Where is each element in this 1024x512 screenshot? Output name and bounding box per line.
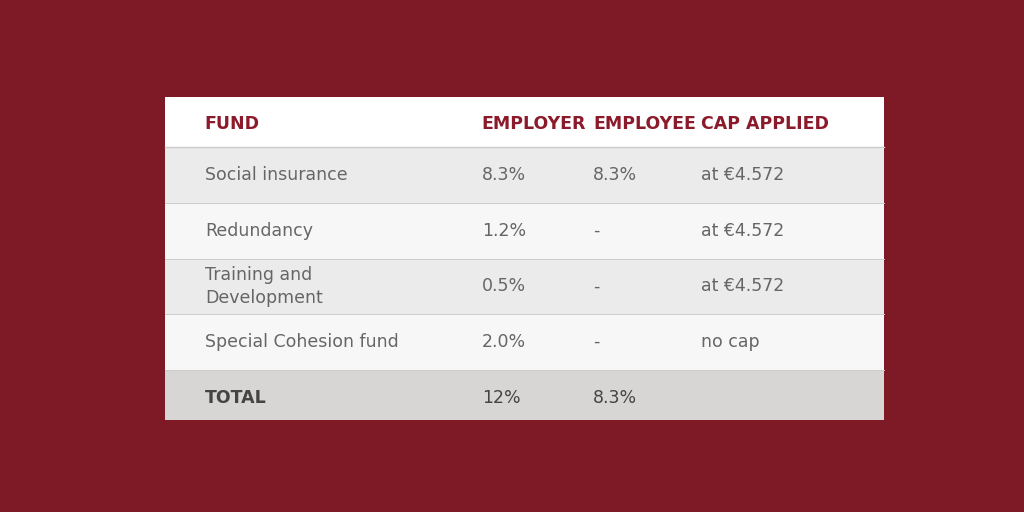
- Bar: [165, 370, 885, 420]
- Text: FUND: FUND: [205, 116, 260, 134]
- Text: Social insurance: Social insurance: [205, 166, 347, 184]
- Text: at €4.572: at €4.572: [701, 166, 784, 184]
- Bar: [165, 203, 885, 259]
- Text: Training and
Development: Training and Development: [205, 266, 323, 307]
- Text: Redundancy: Redundancy: [205, 222, 313, 240]
- Bar: [165, 97, 885, 420]
- Text: Special Cohesion fund: Special Cohesion fund: [205, 333, 398, 351]
- Text: 0.5%: 0.5%: [481, 278, 525, 295]
- Bar: [165, 314, 885, 370]
- Text: 12%: 12%: [481, 389, 520, 407]
- Text: -: -: [593, 333, 599, 351]
- Text: EMPLOYEE: EMPLOYEE: [593, 116, 696, 134]
- Text: 8.3%: 8.3%: [593, 166, 637, 184]
- Text: CAP APPLIED: CAP APPLIED: [701, 116, 828, 134]
- Bar: [165, 259, 885, 314]
- Text: 1.2%: 1.2%: [481, 222, 525, 240]
- Text: 8.3%: 8.3%: [481, 166, 525, 184]
- Text: -: -: [593, 222, 599, 240]
- Text: TOTAL: TOTAL: [205, 389, 266, 407]
- Text: EMPLOYER: EMPLOYER: [481, 116, 586, 134]
- Text: no cap: no cap: [701, 333, 760, 351]
- Bar: [165, 147, 885, 203]
- Text: 8.3%: 8.3%: [593, 389, 637, 407]
- Text: -: -: [593, 278, 599, 295]
- Text: at €4.572: at €4.572: [701, 222, 784, 240]
- Text: at €4.572: at €4.572: [701, 278, 784, 295]
- Text: 2.0%: 2.0%: [481, 333, 525, 351]
